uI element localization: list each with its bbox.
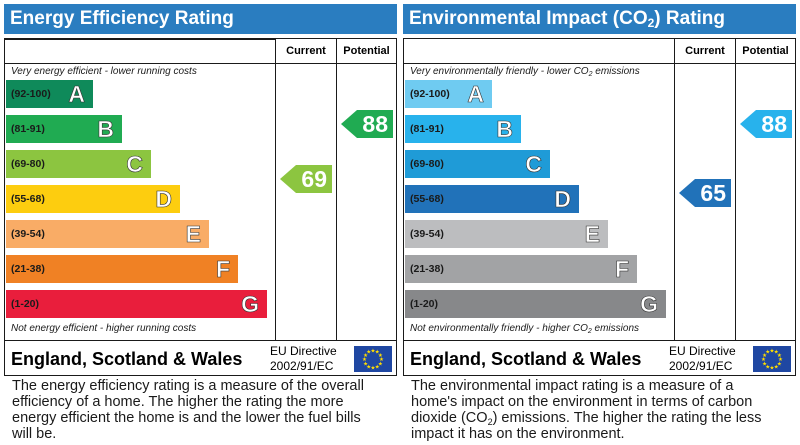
eu-star-icon: ★ — [363, 360, 368, 367]
energy-description: The energy efficiency rating is a measur… — [12, 378, 364, 442]
eu-star-icon: ★ — [777, 360, 782, 367]
band-range: (69-80) — [410, 158, 444, 170]
band-c: (69-80) C — [405, 150, 550, 178]
band-letter: F — [215, 256, 231, 283]
potential-column-header: Potential — [343, 45, 390, 57]
band-range: (21-38) — [11, 263, 45, 275]
band-letter: A — [467, 81, 484, 108]
band-d: (55-68) D — [405, 185, 579, 213]
eu-flag-icon: ★ ★ ★ ★ ★ ★ ★ ★ ★ ★ ★ ★ — [354, 346, 392, 372]
eu-star-icon: ★ — [375, 363, 380, 370]
eu-star-icon: ★ — [765, 363, 770, 370]
band-range: (55-68) — [410, 193, 444, 205]
eu-star-icon: ★ — [366, 349, 371, 356]
environment-panel-title: Environmental Impact (CO2) Rating — [403, 4, 796, 34]
eu-star-icon: ★ — [774, 363, 779, 370]
eu-star-icon: ★ — [765, 349, 770, 356]
band-letter: C — [126, 151, 143, 178]
eu-star-icon: ★ — [762, 352, 767, 359]
energy-rating-table: Current Potential Very energy efficient … — [4, 38, 397, 376]
band-letter: C — [525, 151, 542, 178]
band-range: (81-91) — [410, 123, 444, 135]
band-letter: D — [554, 186, 571, 213]
eu-star-icon: ★ — [770, 365, 775, 372]
current-column-header: Current — [286, 45, 326, 57]
eu-star-icon: ★ — [371, 348, 376, 355]
eu-directive-line1: EU Directive — [270, 344, 337, 358]
current-column-header: Current — [685, 45, 725, 57]
energy-panel-title: Energy Efficiency Rating — [4, 4, 397, 34]
band-range: (69-80) — [11, 158, 45, 170]
band-range: (39-54) — [11, 228, 45, 240]
potential-rating-arrow: 88 — [740, 110, 792, 138]
band-range: (92-100) — [11, 88, 51, 100]
band-d: (55-68) D — [6, 185, 180, 213]
band-letter: E — [185, 221, 201, 248]
band-e: (39-54) E — [6, 220, 209, 248]
band-letter: D — [155, 186, 172, 213]
environmental-impact-panel: Environmental Impact (CO2) Rating Curren… — [403, 4, 796, 442]
eu-directive-line2: 2002/91/EC — [669, 359, 733, 373]
potential-rating-arrow: 88 — [341, 110, 393, 138]
region-label: England, Scotland & Wales — [11, 349, 243, 369]
band-letter: A — [68, 81, 85, 108]
band-letter: F — [614, 256, 630, 283]
band-range: (92-100) — [410, 88, 450, 100]
band-a: (92-100) A — [405, 80, 492, 108]
eu-star-icon: ★ — [371, 365, 376, 372]
band-range: (1-20) — [410, 298, 439, 310]
potential-column-header: Potential — [742, 45, 789, 57]
band-letter: G — [241, 291, 259, 318]
band-letter: E — [584, 221, 600, 248]
band-range: (39-54) — [410, 228, 444, 240]
caption-bottom: Not energy efficient - higher running co… — [11, 323, 197, 334]
eu-directive-line2: 2002/91/EC — [270, 359, 334, 373]
band-range: (81-91) — [11, 123, 45, 135]
band-a: (92-100) A — [6, 80, 93, 108]
caption-bottom: Not environmentally friendly - higher CO… — [410, 323, 640, 335]
caption-top: Very environmentally friendly - lower CO… — [410, 66, 640, 78]
eu-star-icon: ★ — [378, 352, 383, 359]
eu-star-icon: ★ — [774, 349, 779, 356]
environment-description: The environmental impact rating is a mea… — [411, 378, 762, 442]
environment-rating-table: Current Potential Very environmentally f… — [403, 38, 796, 376]
eu-directive-label: EU Directive 2002/91/EC — [669, 344, 736, 374]
band-range: (55-68) — [11, 193, 45, 205]
band-c: (69-80) C — [6, 150, 151, 178]
band-e: (39-54) E — [405, 220, 608, 248]
energy-efficiency-panel: Energy Efficiency Rating Current Potenti… — [4, 4, 397, 442]
region-label: England, Scotland & Wales — [410, 349, 642, 369]
current-rating-arrow: 69 — [280, 165, 332, 193]
eu-directive-label: EU Directive 2002/91/EC — [270, 344, 337, 374]
band-g: (1-20) G — [405, 290, 666, 318]
eu-star-icon: ★ — [378, 360, 383, 367]
eu-star-icon: ★ — [366, 363, 371, 370]
eu-star-icon: ★ — [770, 348, 775, 355]
current-rating-arrow: 65 — [679, 179, 731, 207]
eu-flag-icon: ★ ★ ★ ★ ★ ★ ★ ★ ★ ★ ★ ★ — [753, 346, 791, 372]
band-b: (81-91) B — [6, 115, 122, 143]
eu-star-icon: ★ — [762, 360, 767, 367]
band-letter: B — [97, 116, 114, 143]
band-letter: G — [640, 291, 658, 318]
band-g: (1-20) G — [6, 290, 267, 318]
eu-star-icon: ★ — [375, 349, 380, 356]
eu-star-icon: ★ — [778, 356, 783, 363]
caption-top: Very energy efficient - lower running co… — [11, 66, 197, 77]
band-f: (21-38) F — [405, 255, 637, 283]
eu-star-icon: ★ — [362, 356, 367, 363]
eu-star-icon: ★ — [777, 352, 782, 359]
eu-directive-line1: EU Directive — [669, 344, 736, 358]
eu-star-icon: ★ — [363, 352, 368, 359]
band-letter: B — [496, 116, 513, 143]
band-range: (1-20) — [11, 298, 40, 310]
eu-star-icon: ★ — [379, 356, 384, 363]
band-f: (21-38) F — [6, 255, 238, 283]
band-b: (81-91) B — [405, 115, 521, 143]
eu-star-icon: ★ — [761, 356, 766, 363]
band-range: (21-38) — [410, 263, 444, 275]
